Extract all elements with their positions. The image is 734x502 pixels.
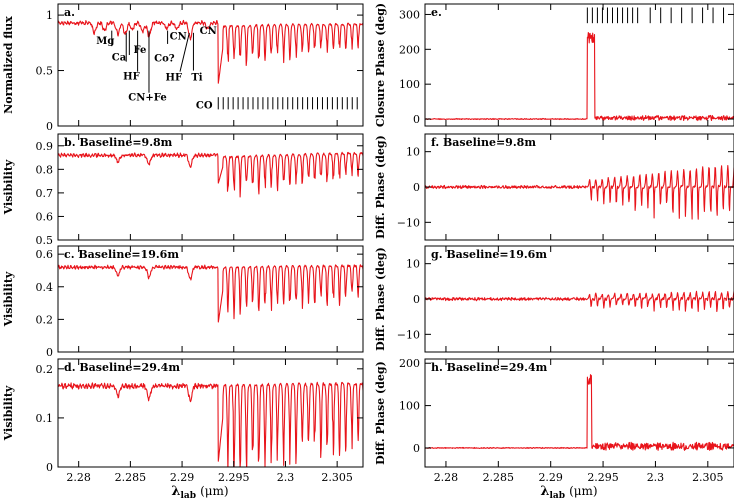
series-line [58, 264, 363, 323]
y-tick-label: 0 [413, 442, 420, 455]
y-tick-label: 0.7 [36, 187, 54, 200]
x-tick-label: 2.305 [321, 471, 353, 484]
y-tick-label: 0.6 [36, 248, 54, 261]
line-id-label: Co? [154, 54, 175, 65]
y-tick-label: 0.1 [36, 412, 54, 425]
series-line [425, 31, 734, 122]
y-tick-label: 300 [399, 8, 420, 21]
y-tick-label: 200 [399, 43, 420, 56]
panel-label: g. Baseline=19.6m [431, 248, 547, 261]
plot-frame [57, 3, 364, 127]
plot-frame [424, 358, 734, 468]
x-tick-label: 2.28 [66, 471, 91, 484]
panel-d: 2.28 2.285 2.29 2.295 2.3 2.305 0 0.1 0.2 Visibil… [2, 358, 364, 484]
y-axis-label: Diff. Phase (deg) [374, 135, 387, 239]
series-line [58, 151, 363, 198]
x-tick-label: 2.28 [434, 471, 459, 484]
xlabel-subscript: lab [550, 491, 566, 501]
xlabel-symbol: λ [171, 484, 180, 499]
y-tick-label: 100 [399, 400, 420, 413]
y-tick-label: 0.6 [36, 210, 54, 223]
y-tick-label: 0.4 [36, 281, 54, 294]
xlabel-unit: (μm) [200, 484, 229, 498]
panel-e: 0 100 200 300 Closure Phase (deg) e. [374, 3, 734, 127]
y-tick-label: 100 [399, 78, 420, 91]
plot-frame [57, 245, 364, 353]
y-tick-label: 0 [46, 461, 53, 474]
panel-label: d. Baseline=29.4m [64, 361, 180, 374]
y-axis-label: Visibility [2, 271, 15, 327]
y-tick-label: 0 [413, 181, 420, 194]
x-tick-label: 2.3 [277, 471, 295, 484]
series-line [58, 19, 363, 84]
xlabel-symbol: λ [540, 484, 549, 499]
y-axis-label: Visibility [2, 159, 15, 215]
panel-h: 2.28 2.285 2.29 2.295 2.3 2.305 0 100 200 Diff. P… [374, 357, 734, 484]
y-axis-label: Normalized flux [2, 16, 15, 114]
panel-label: c. Baseline=19.6m [64, 248, 179, 261]
y-axis-label: Visibility [2, 385, 15, 441]
y-tick-label: −10 [397, 216, 420, 229]
x-tick-label: 2.3 [647, 471, 665, 484]
x-tick-label: 2.285 [483, 471, 515, 484]
y-tick-label: 10 [406, 146, 420, 159]
y-tick-label: 1 [46, 9, 53, 22]
plot-frame [57, 358, 364, 468]
line-id-label: CN [170, 31, 187, 42]
panel-f: −10 0 10 Diff. Phase (deg) f. Baseline=9.8m [374, 133, 734, 241]
line-id-marker [179, 32, 190, 72]
x-tick-label: 2.295 [587, 471, 619, 484]
xlabel-left: λlab (μm) [171, 484, 228, 501]
line-id-label: Ti [191, 73, 202, 84]
xlabel-subscript: lab [181, 491, 197, 501]
y-tick-label: 0.5 [36, 65, 54, 78]
y-tick-label: 200 [399, 357, 420, 370]
line-id-label: CN+Fe [128, 92, 166, 103]
panel-label: a. [64, 6, 75, 19]
y-tick-label: 0.5 [36, 234, 54, 247]
y-axis-label: Diff. Phase (deg) [374, 247, 387, 351]
series-line [58, 381, 363, 467]
y-axis-label: Closure Phase (deg) [374, 3, 387, 127]
y-tick-label: 10 [406, 258, 420, 271]
line-id-label: Mg [96, 36, 114, 47]
y-tick-label: 0 [46, 346, 53, 359]
x-tick-label: 2.29 [538, 471, 563, 484]
y-axis-label: Diff. Phase (deg) [374, 361, 387, 465]
panel-c: 0 0.2 0.4 0.6 Visibility c. Baseline=19.6m [2, 245, 364, 359]
panel-b: 0.5 0.6 0.7 0.8 0.9 Visibility b. Baseline=9.8… [2, 133, 364, 247]
y-tick-label: 0.2 [36, 363, 54, 376]
series-line [425, 290, 734, 313]
xlabel-unit: (μm) [569, 484, 598, 498]
y-tick-label: 0 [46, 120, 53, 133]
xlabel-right: λlab (μm) [540, 484, 597, 501]
y-tick-label: 0.8 [36, 163, 54, 176]
panel-label: f. Baseline=9.8m [431, 136, 536, 149]
line-id-label: Fe [133, 45, 146, 56]
series-line [425, 165, 734, 220]
plot-frame [57, 133, 364, 241]
panel-label: e. [431, 6, 442, 19]
line-id-label: HF [166, 73, 183, 84]
line-id-label: Ca [112, 53, 127, 64]
y-tick-label: −10 [397, 328, 420, 341]
x-tick-label: 2.29 [170, 471, 195, 484]
panel-g: −10 0 10 Diff. Phase (deg) g. Baseline=19.6m [374, 245, 734, 353]
x-tick-label: 2.305 [692, 471, 724, 484]
panel-a: 0 0.5 1 Normalized flux a. Mg Ca Fe HF Co? CN CN+Fe… [2, 3, 364, 133]
y-tick-label: 0 [413, 113, 420, 126]
line-id-label: HF [123, 71, 140, 82]
panel-label: h. Baseline=29.4m [431, 361, 548, 374]
x-tick-label: 2.295 [218, 471, 250, 484]
y-tick-label: 0.9 [36, 140, 54, 153]
x-tick-label: 2.285 [115, 471, 147, 484]
panel-label: b. Baseline=9.8m [64, 136, 173, 149]
y-tick-label: 0 [413, 293, 420, 306]
line-id-label: CN [200, 26, 217, 37]
co-label: CO [196, 100, 213, 111]
y-tick-label: 0.2 [36, 313, 54, 326]
series-line [425, 374, 734, 451]
plot-frame [424, 3, 734, 127]
